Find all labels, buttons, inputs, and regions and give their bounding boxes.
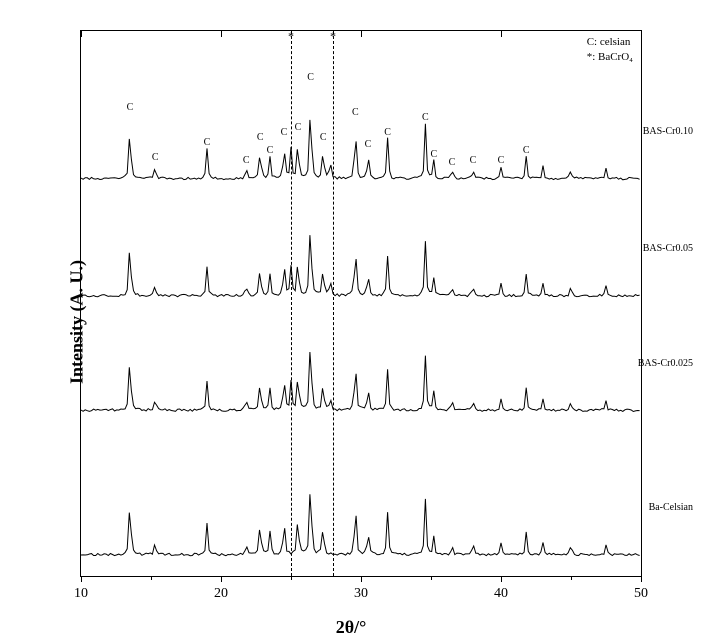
x-tick-label: 50 — [634, 586, 648, 602]
series-label: BAS-Cr0.10 — [643, 126, 693, 137]
x-tick-label: 40 — [494, 586, 508, 602]
series-label: BAS-Cr0.05 — [643, 243, 693, 254]
x-minor-tick — [431, 576, 432, 580]
x-tick — [81, 576, 82, 582]
x-minor-tick — [151, 576, 152, 580]
x-minor-tick — [571, 576, 572, 580]
x-tick-label: 10 — [74, 586, 88, 602]
x-tick-label: 20 — [214, 586, 228, 602]
series-label: Ba-Celsian — [649, 502, 693, 513]
chart-container: Intensity (A. U.) C: celsian *: BaCrO₄ 1… — [0, 0, 702, 643]
x-tick — [221, 576, 222, 582]
x-tick — [501, 576, 502, 582]
x-tick-label: 30 — [354, 586, 368, 602]
xrd-trace-Ba-Celsian — [81, 31, 641, 576]
series-label: BAS-Cr0.025 — [638, 358, 693, 369]
x-tick — [641, 576, 642, 582]
plot-area: C: celsian *: BaCrO₄ 1020304050**BAS-Cr0… — [80, 30, 642, 577]
x-tick — [361, 576, 362, 582]
x-tick-top — [641, 31, 642, 37]
x-axis-label: 2θ/° — [336, 617, 367, 638]
x-minor-tick — [291, 576, 292, 580]
